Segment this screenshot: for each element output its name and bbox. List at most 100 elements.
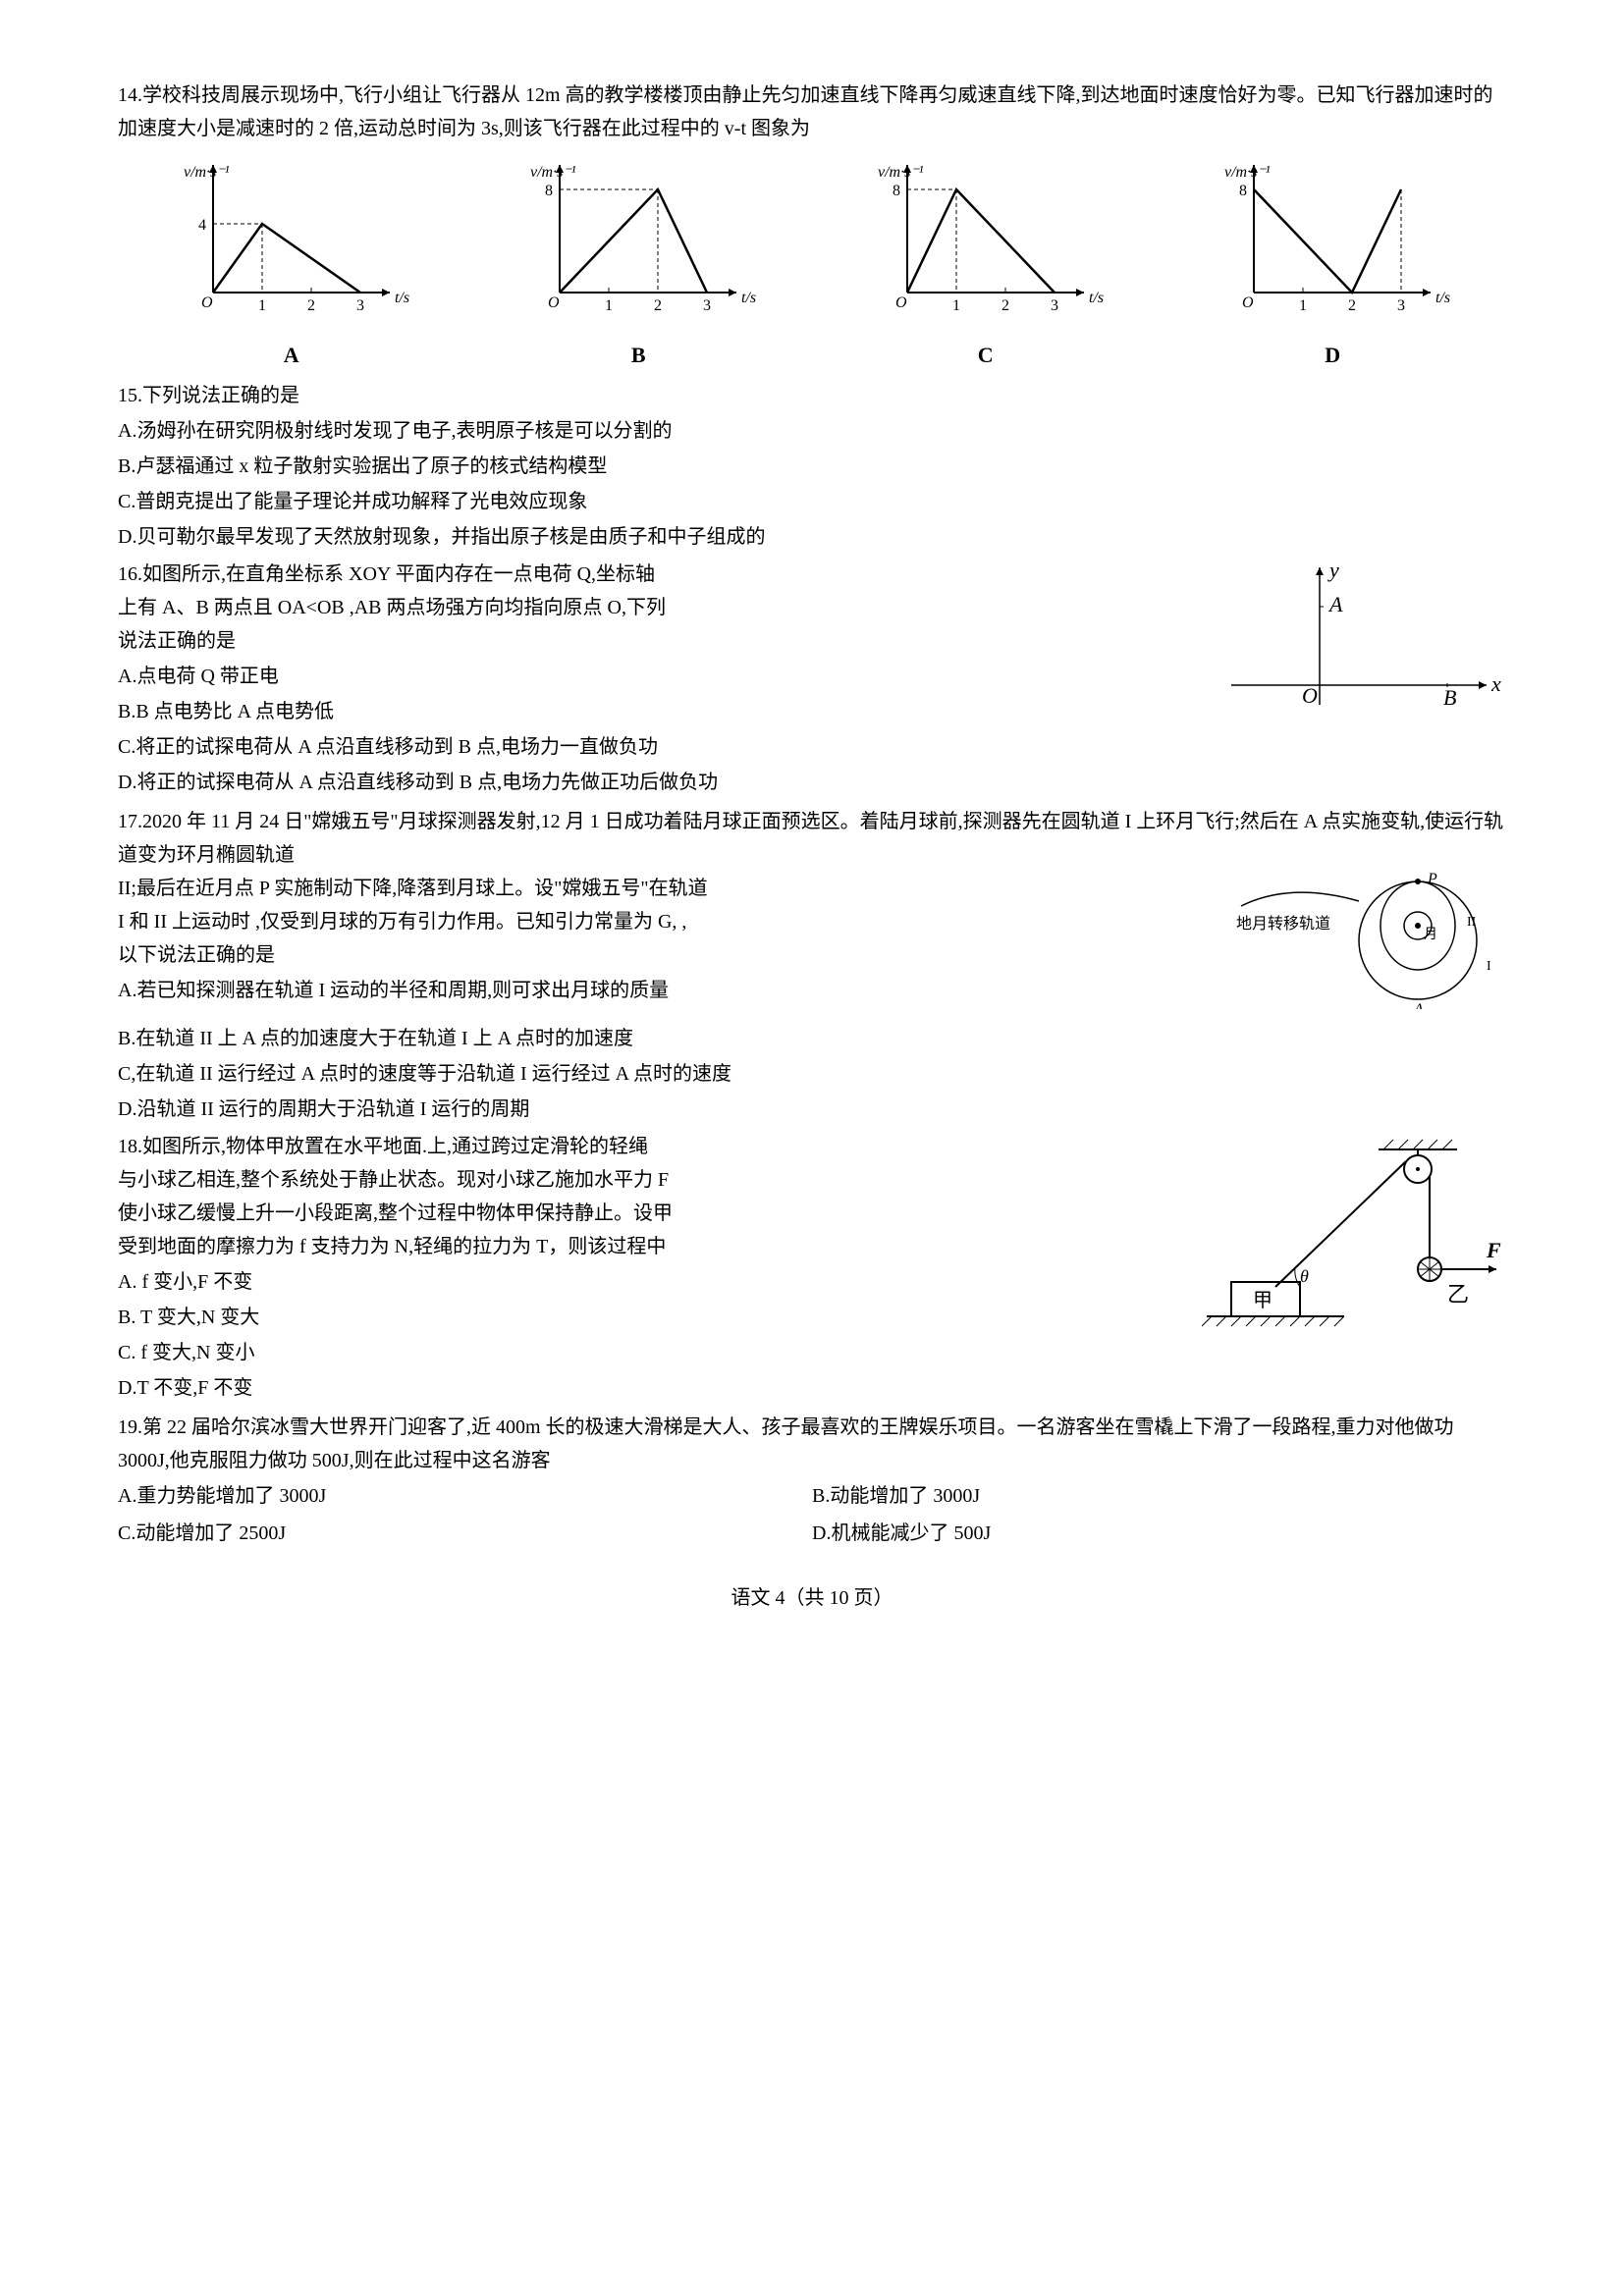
xlabel: t/s	[395, 290, 409, 306]
q18-option-d: D.T 不变,F 不变	[118, 1371, 1182, 1405]
ylabel: v/m·s⁻¹	[184, 164, 230, 181]
svg-text:v/m·s⁻¹: v/m·s⁻¹	[1224, 164, 1271, 181]
q14-chart-b-block: v/m·s⁻¹ t/s O 8 1 2 3 B	[520, 155, 756, 373]
svg-text:2: 2	[1348, 297, 1356, 314]
q16-option-c: C.将正的试探电荷从 A 点沿直线移动到 B 点,电场力一直做负功	[118, 730, 1192, 764]
q14-chart-c: v/m·s⁻¹ t/s O 8 1 2 3	[868, 155, 1104, 322]
svg-text:B: B	[1443, 685, 1456, 710]
q19-stem: 19.第 22 届哈尔滨冰雪大世界开门迎客了,近 400m 长的极速大滑梯是大人…	[118, 1411, 1506, 1477]
q17-stem-2: II;最后在近月点 P 实施制动下降,降落到月球上。设"嫦娥五号"在轨道	[118, 872, 1212, 905]
q19-option-b: B.动能增加了 3000J	[812, 1479, 1506, 1513]
svg-text:O: O	[895, 294, 907, 311]
q16-option-a: A.点电荷 Q 带正电	[118, 660, 1192, 693]
q17-stem-1: 17.2020 年 11 月 24 日"嫦娥五号"月球探测器发射,12 月 1 …	[118, 805, 1506, 872]
svg-text:月: 月	[1424, 927, 1437, 942]
svg-text:8: 8	[1239, 183, 1247, 199]
svg-text:1: 1	[952, 297, 960, 314]
q18-stem-3: 使小球乙缓慢上升一小段距离,整个过程中物体甲保持静止。设甲	[118, 1197, 1182, 1230]
question-16: 16.如图所示,在直角坐标系 XOY 平面内存在一点电荷 Q,坐标轴 上有 A、…	[118, 558, 1506, 801]
svg-text:2: 2	[307, 297, 315, 314]
svg-text:O: O	[1302, 683, 1318, 708]
svg-text:1: 1	[258, 297, 266, 314]
q19-option-d: D.机械能减少了 500J	[812, 1517, 1506, 1550]
q18-figure: 甲 θ 乙 F	[1202, 1130, 1506, 1357]
svg-text:乙: 乙	[1447, 1282, 1469, 1307]
q14-label-d: D	[1215, 337, 1450, 373]
svg-text:3: 3	[356, 297, 364, 314]
q14-chart-a-block: v/m·s⁻¹ t/s O 4 1 2 3 A	[174, 155, 409, 373]
q15-option-a: A.汤姆孙在研究阴极射线时发现了电子,表明原子核是可以分割的	[118, 414, 1506, 448]
q17-option-d: D.沿轨道 II 运行的周期大于沿轨道 I 运行的周期	[118, 1093, 1506, 1126]
svg-text:1: 1	[605, 297, 613, 314]
question-17: 17.2020 年 11 月 24 日"嫦娥五号"月球探测器发射,12 月 1 …	[118, 805, 1506, 1126]
q18-stem-4: 受到地面的摩擦力为 f 支持力为 N,轻绳的拉力为 T，则该过程中	[118, 1230, 1182, 1263]
svg-text:3: 3	[1397, 297, 1405, 314]
svg-text:O: O	[201, 294, 213, 311]
q18-stem-2: 与小球乙相连,整个系统处于静止状态。现对小球乙施加水平力 F	[118, 1163, 1182, 1197]
question-18: 18.如图所示,物体甲放置在水平地面.上,通过跨过定滑轮的轻绳 与小球乙相连,整…	[118, 1130, 1506, 1407]
q16-stem-3: 说法正确的是	[118, 624, 1192, 658]
question-15: 15.下列说法正确的是 A.汤姆孙在研究阴极射线时发现了电子,表明原子核是可以分…	[118, 379, 1506, 554]
svg-text:地月转移轨道: 地月转移轨道	[1236, 915, 1330, 933]
svg-text:v/m·s⁻¹: v/m·s⁻¹	[878, 164, 924, 181]
q17-option-c: C,在轨道 II 运行经过 A 点时的速度等于沿轨道 I 运行经过 A 点时的速…	[118, 1057, 1506, 1091]
q14-label-b: B	[520, 337, 756, 373]
q17-figure: 月 P A II I 地月转移轨道	[1231, 872, 1506, 1020]
q17-stem-3: I 和 II 上运动时 ,仅受到月球的万有引力作用。已知引力常量为 G, ,	[118, 905, 1212, 938]
svg-text:II: II	[1467, 915, 1477, 930]
svg-text:t/s: t/s	[741, 290, 756, 306]
q14-chart-a: v/m·s⁻¹ t/s O 4 1 2 3	[174, 155, 409, 322]
svg-text:y: y	[1327, 558, 1339, 582]
svg-text:8: 8	[545, 183, 553, 199]
svg-text:t/s: t/s	[1089, 290, 1104, 306]
svg-text:3: 3	[703, 297, 711, 314]
q16-figure: y x O A B	[1212, 558, 1506, 735]
svg-text:x: x	[1490, 671, 1501, 696]
q15-option-d: D.贝可勒尔最早发现了天然放射现象，并指出原子核是由质子和中子组成的	[118, 520, 1506, 554]
svg-text:1: 1	[1299, 297, 1307, 314]
q16-option-d: D.将正的试探电荷从 A 点沿直线移动到 B 点,电场力先做正功后做负功	[118, 766, 1192, 799]
q14-chart-d: v/m·s⁻¹ t/s O 8 1 2 3	[1215, 155, 1450, 322]
page-footer: 语文 4（共 10 页）	[118, 1581, 1506, 1615]
q14-stem: 14.学校科技周展示现场中,飞行小组让飞行器从 12m 高的教学楼楼顶由静止先匀…	[118, 79, 1506, 145]
question-19: 19.第 22 届哈尔滨冰雪大世界开门迎客了,近 400m 长的极速大滑梯是大人…	[118, 1411, 1506, 1552]
q15-option-c: C.普朗克提出了能量子理论并成功解释了光电效应现象	[118, 485, 1506, 518]
q14-label-c: C	[868, 337, 1104, 373]
q14-label-a: A	[174, 337, 409, 373]
q15-stem: 15.下列说法正确的是	[118, 379, 1506, 412]
svg-text:I: I	[1487, 959, 1491, 974]
svg-text:F: F	[1486, 1238, 1501, 1262]
q18-option-b: B. T 变大,N 变大	[118, 1301, 1182, 1334]
svg-text:4: 4	[198, 217, 206, 234]
svg-text:A: A	[1413, 1001, 1424, 1009]
svg-text:3: 3	[1051, 297, 1058, 314]
question-14: 14.学校科技周展示现场中,飞行小组让飞行器从 12m 高的教学楼楼顶由静止先匀…	[118, 79, 1506, 373]
svg-text:甲: 甲	[1253, 1290, 1272, 1311]
svg-text:t/s: t/s	[1435, 290, 1450, 306]
svg-text:8: 8	[893, 183, 900, 199]
svg-text:θ: θ	[1300, 1266, 1309, 1286]
q16-stem-2: 上有 A、B 两点且 OA<OB ,AB 两点场强方向均指向原点 O,下列	[118, 591, 1192, 624]
q19-option-c: C.动能增加了 2500J	[118, 1517, 812, 1550]
svg-text:2: 2	[1001, 297, 1009, 314]
q19-option-a: A.重力势能增加了 3000J	[118, 1479, 812, 1513]
q17-option-b: B.在轨道 II 上 A 点的加速度大于在轨道 I 上 A 点时的加速度	[118, 1022, 1506, 1055]
q18-stem-1: 18.如图所示,物体甲放置在水平地面.上,通过跨过定滑轮的轻绳	[118, 1130, 1182, 1163]
svg-text:2: 2	[654, 297, 662, 314]
q17-option-a: A.若已知探测器在轨道 I 运动的半径和周期,则可求出月球的质量	[118, 974, 1212, 1007]
svg-text:P: P	[1427, 872, 1437, 887]
q14-chart-d-block: v/m·s⁻¹ t/s O 8 1 2 3 D	[1215, 155, 1450, 373]
q18-option-a: A. f 变小,F 不变	[118, 1265, 1182, 1299]
q14-charts: v/m·s⁻¹ t/s O 4 1 2 3 A v/m·s⁻¹	[118, 155, 1506, 373]
q16-stem-1: 16.如图所示,在直角坐标系 XOY 平面内存在一点电荷 Q,坐标轴	[118, 558, 1192, 591]
q14-chart-b: v/m·s⁻¹ t/s O 8 1 2 3	[520, 155, 756, 322]
q17-stem-4: 以下说法正确的是	[118, 938, 1212, 972]
q16-option-b: B.B 点电势比 A 点电势低	[118, 695, 1192, 728]
q18-option-c: C. f 变大,N 变小	[118, 1336, 1182, 1369]
svg-text:A: A	[1327, 592, 1343, 616]
q15-option-b: B.卢瑟福通过 x 粒子散射实验据出了原子的核式结构模型	[118, 450, 1506, 483]
q14-chart-c-block: v/m·s⁻¹ t/s O 8 1 2 3 C	[868, 155, 1104, 373]
svg-text:O: O	[548, 294, 560, 311]
svg-text:v/m·s⁻¹: v/m·s⁻¹	[530, 164, 576, 181]
svg-text:O: O	[1242, 294, 1254, 311]
